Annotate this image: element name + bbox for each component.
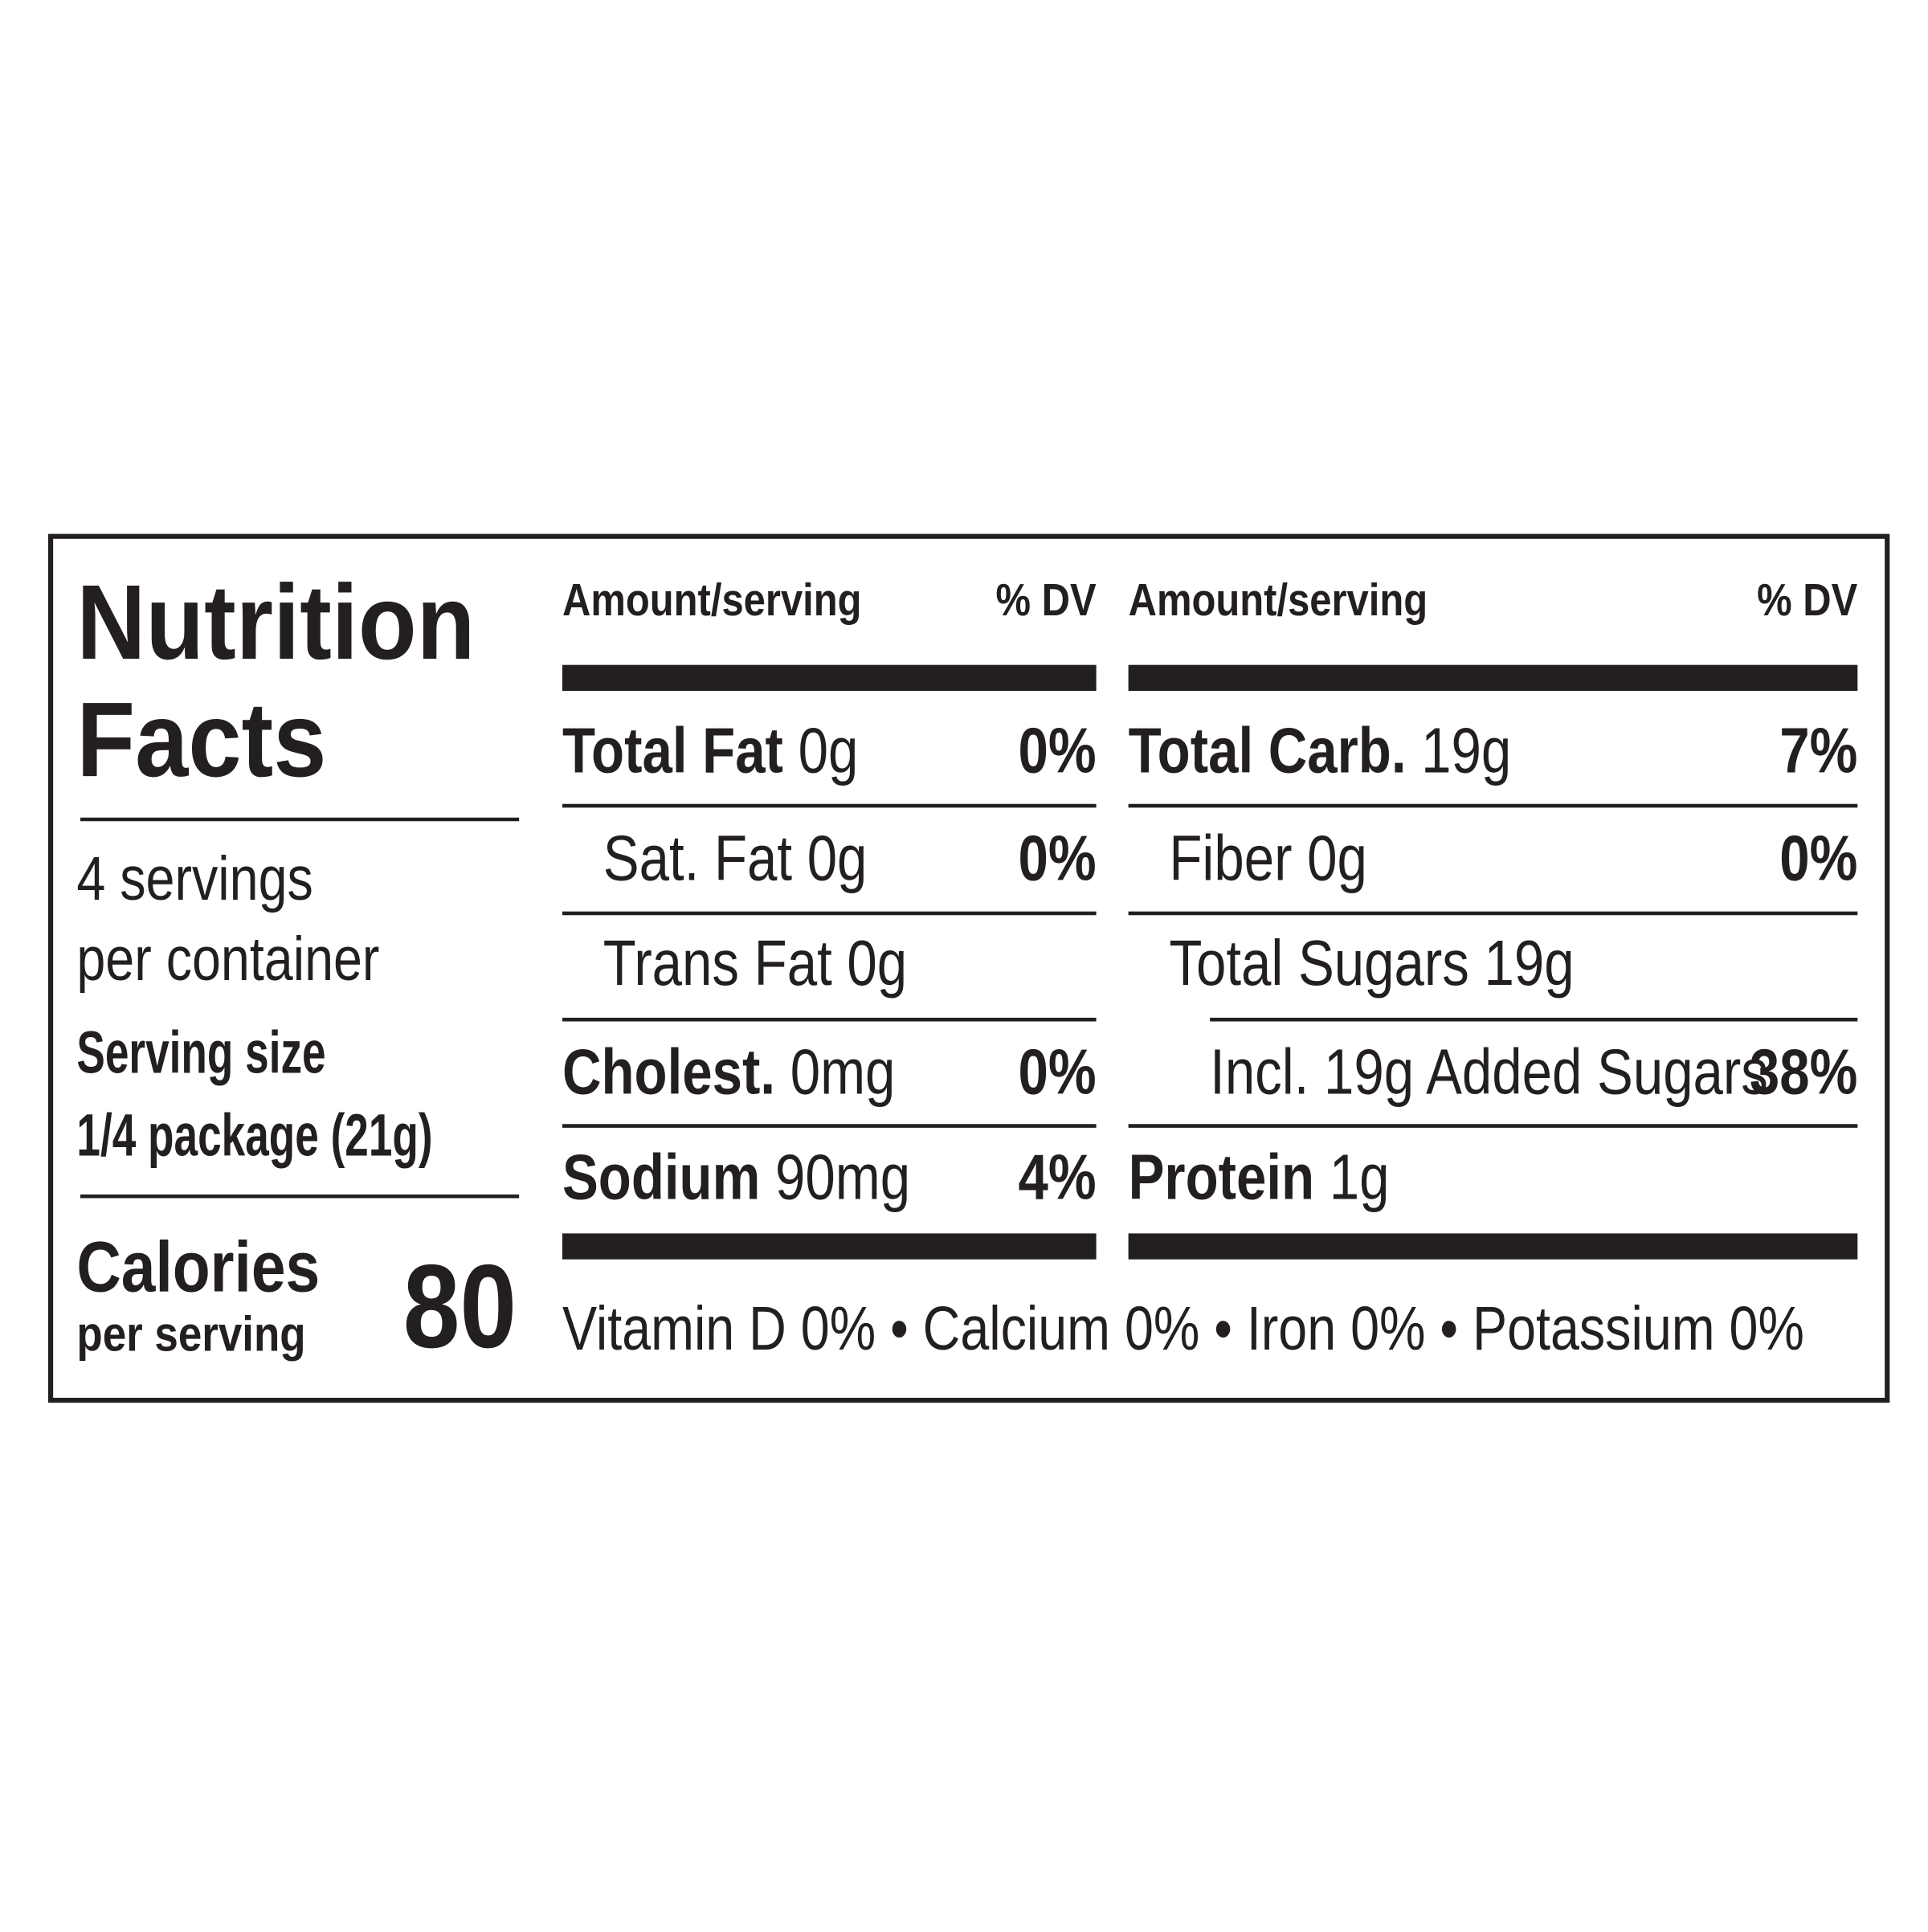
column-header: % DV [1757,575,1858,626]
text-part: 0% [801,1295,876,1364]
daily-value: 4% [1019,1141,1097,1213]
text-part: % DV [1757,575,1858,626]
text-part: Incl. 19g Added Sugars [1210,1035,1768,1108]
text-part: 1/4 package (21g) [76,1102,432,1169]
text-part: • [1214,1295,1232,1364]
text-part: Protein [1129,1141,1314,1213]
nutrient: Fiber 0g [1169,822,1366,894]
text-part: • [1440,1295,1458,1364]
calories-sub: per serving [76,1307,305,1362]
column-header: Amount/serving [562,575,862,626]
text-part: 0% [1350,1295,1425,1364]
label-border [48,533,1890,1403]
daily-value: 38% [1750,1035,1857,1108]
nutrient: Incl. 19g Added Sugars [1210,1035,1768,1108]
text-part: 19g [1485,927,1575,999]
nutrient: Sodium 90mg [562,1141,910,1213]
nutrient: Total Carb. 19g [1129,714,1512,786]
title: Nutrition [76,562,475,681]
daily-value: 7% [1779,714,1857,786]
text-part: 0% [1730,1295,1804,1364]
text-part: 0% [1019,714,1097,786]
text-part: Total Carb. [1129,714,1407,786]
nutrient: Sat. Fat 0g [603,822,868,894]
text-part: • [890,1295,909,1364]
text-part: Potassium [1473,1295,1715,1364]
servings: per container [76,925,379,995]
nutrient: Protein 1g [1129,1141,1390,1213]
text-part: 0mg [790,1035,896,1108]
footer: Vitamin D 0% • Calcium 0% • Iron 0% • Po… [562,1295,1804,1364]
text-part: Sat. Fat [603,822,792,894]
calories-label: Calories [76,1227,320,1307]
nutrient: Total Fat 0g [562,714,858,786]
text-part: 80 [403,1240,517,1373]
text-part: 19g [1421,714,1511,786]
text-part: Amount/serving [562,575,862,626]
text-part: Vitamin D [562,1295,786,1364]
text-part: 0% [1779,822,1857,894]
text-part: per container [76,925,379,995]
nutrient: Trans Fat 0g [603,927,907,999]
title: Facts [76,680,326,799]
text-part: 90mg [775,1141,910,1213]
daily-value: 0% [1019,822,1097,894]
text-part: 0g [807,822,868,894]
text-part: 7% [1779,714,1857,786]
text-part: Facts [76,680,326,799]
text-part: % DV [995,575,1097,626]
serving-size: 1/4 package (21g) [76,1102,432,1169]
text-part: 1g [1330,1141,1390,1213]
daily-value: 0% [1019,714,1097,786]
column-header: Amount/serving [1129,575,1428,626]
daily-value: 0% [1019,1035,1097,1108]
text-part: Serving size [76,1019,325,1086]
column-header: % DV [995,575,1097,626]
thick-bar [562,664,1097,691]
text-part: Calcium [923,1295,1110,1364]
text-part: Amount/serving [1129,575,1428,626]
text-part: Fiber [1169,822,1292,894]
text-part: Calories [76,1227,320,1307]
text-part: Cholest. [562,1035,775,1108]
text-part: 0% [1019,1035,1097,1108]
calories-value: 80 [403,1240,517,1373]
text-part: per serving [76,1307,305,1362]
text-part: Total Sugars [1169,927,1468,999]
text-part: Total Fat [562,714,783,786]
text-part: 0% [1125,1295,1199,1364]
text-part: 4% [1019,1141,1097,1213]
nutrient: Total Sugars 19g [1169,927,1574,999]
text-part: 38% [1750,1035,1857,1108]
text-part: 0g [799,714,859,786]
thick-bar [562,1233,1097,1260]
text-part: 4 servings [76,845,312,914]
text-part: Trans Fat [603,927,832,999]
thick-bar [1128,664,1858,691]
text-part: Iron [1247,1295,1336,1364]
daily-value: 0% [1779,822,1857,894]
thick-bar [1128,1233,1858,1260]
text-part: 0% [1019,822,1097,894]
serving-size-label: Serving size [76,1019,325,1086]
servings: 4 servings [76,845,312,914]
text-part: 0g [1307,822,1367,894]
text-part: Nutrition [76,562,475,681]
nutrient: Cholest. 0mg [562,1035,895,1108]
text-part: 0g [847,927,907,999]
text-part: Sodium [562,1141,760,1213]
